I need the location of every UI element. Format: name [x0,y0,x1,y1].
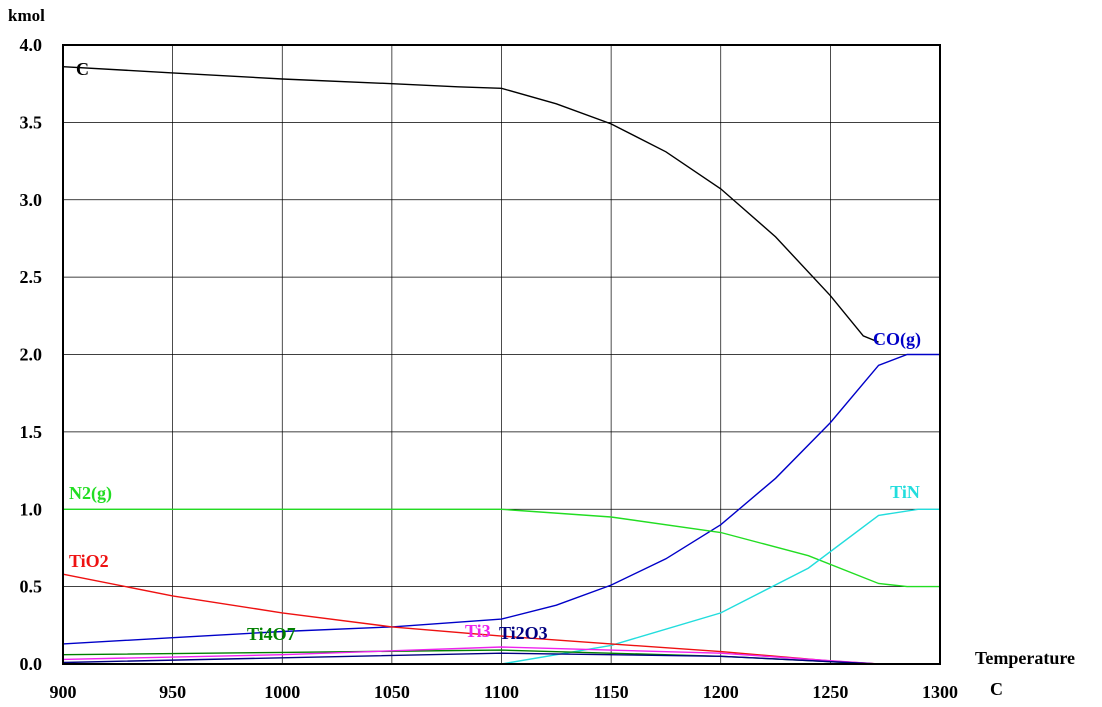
series-label-co-g-: CO(g) [873,329,921,350]
x-tick-label: 1150 [594,682,629,702]
x-tick-label: 950 [159,682,186,702]
series-label-c: C [76,59,89,79]
series-line-n2-g- [63,508,940,588]
series-label-ti2o3: Ti2O3 [499,623,548,643]
y-tick-label: 4.0 [20,35,43,55]
series-label-tio2: TiO2 [69,551,109,571]
y-tick-label: 0.5 [20,577,43,597]
plot-frame [62,44,941,665]
series-label-n2-g-: N2(g) [69,483,112,504]
x-tick-label: 1050 [374,682,410,702]
x-axis-label: Temperature [975,648,1075,668]
y-axis-label: kmol [8,6,45,25]
series-label-ti3: Ti3 [465,621,491,641]
y-tick-label: 3.5 [20,112,43,132]
series-label-ti4o7: Ti4O7 [247,624,296,644]
series-line-co-g- [62,353,940,645]
series-line-tin [63,508,940,665]
x-tick-label: 1250 [812,682,848,702]
x-tick-label: 1000 [264,682,300,702]
x-tick-label: 1200 [703,682,739,702]
y-tick-label: 1.0 [20,499,43,519]
y-tick-label: 2.5 [20,267,43,287]
x-tick-label: 1300 [922,682,958,702]
x-axis-unit-label: C [990,679,1003,699]
x-tick-label: 1100 [484,682,519,702]
x-tick-label: 900 [50,682,77,702]
series-label-tin: TiN [890,482,920,502]
series-line-c [62,66,879,343]
y-tick-label: 2.0 [20,345,43,365]
y-tick-label: 1.5 [20,422,43,442]
y-tick-label: 3.0 [20,190,43,210]
y-tick-label: 0.0 [20,654,43,674]
